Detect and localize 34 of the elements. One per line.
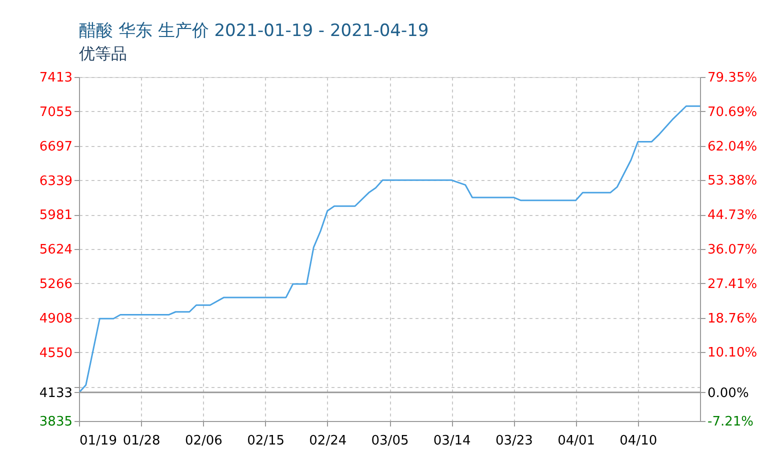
y-tick-label: 6697	[39, 139, 72, 154]
y2-tick-label: 70.69%	[708, 104, 758, 120]
y2-tick-label: 27.41%	[708, 276, 758, 292]
x-tick-label: 03/23	[495, 434, 533, 448]
y-tick-label: 4550	[39, 346, 72, 361]
x-tick-label: 02/24	[309, 434, 347, 448]
chart-subtitle: 优等品	[79, 44, 127, 63]
y2-tick-label: 0.00%	[708, 386, 749, 401]
x-tick-label: 02/06	[184, 434, 222, 448]
chart-title: 醋酸 华东 生产价 2021-01-19 - 2021-04-19	[79, 21, 429, 41]
x-tick-label: 04/01	[558, 434, 596, 448]
x-tick-label: 02/15	[247, 434, 285, 448]
y2-tick-label: 18.76%	[708, 311, 758, 326]
y2-tick-label: 36.07%	[708, 242, 758, 258]
y-tick-label: 5981	[39, 208, 72, 224]
y-tick-label: 7413	[39, 70, 72, 86]
y-tick-label: 7055	[39, 104, 72, 120]
x-tick-label: 01/28	[122, 434, 160, 448]
y2-tick-label: 62.04%	[708, 139, 758, 154]
y2-tick-label: 10.10%	[708, 346, 758, 361]
y-tick-label: 6339	[39, 174, 72, 189]
y-tick-label: 4133	[39, 386, 72, 401]
y-tick-label: 4908	[39, 311, 72, 326]
y2-tick-label: 53.38%	[708, 174, 758, 189]
x-tick-label: 03/05	[371, 434, 409, 448]
x-tick-label: 03/14	[433, 434, 471, 448]
y-tick-label: 5624	[39, 242, 72, 258]
y2-tick-label: 44.73%	[708, 208, 758, 224]
y2-tick-label: 79.35%	[708, 70, 758, 86]
x-tick-label: 01/19	[80, 434, 117, 448]
y2-tick-label: -7.21%	[708, 414, 754, 430]
x-tick-label: 04/10	[620, 434, 658, 448]
y-tick-label: 5266	[39, 276, 72, 292]
y-tick-label: 3835	[39, 414, 72, 430]
